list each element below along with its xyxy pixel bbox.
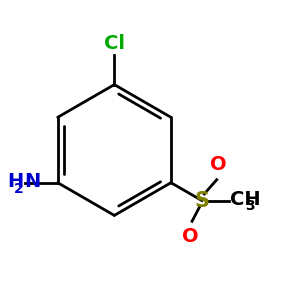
Text: S: S: [194, 190, 209, 211]
Text: O: O: [182, 227, 199, 246]
Text: Cl: Cl: [104, 34, 125, 53]
Text: N: N: [25, 172, 41, 191]
Text: O: O: [210, 155, 226, 174]
Text: 3: 3: [245, 199, 255, 213]
Text: CH: CH: [230, 190, 261, 208]
Text: 2: 2: [14, 182, 23, 196]
Text: H: H: [7, 172, 23, 191]
